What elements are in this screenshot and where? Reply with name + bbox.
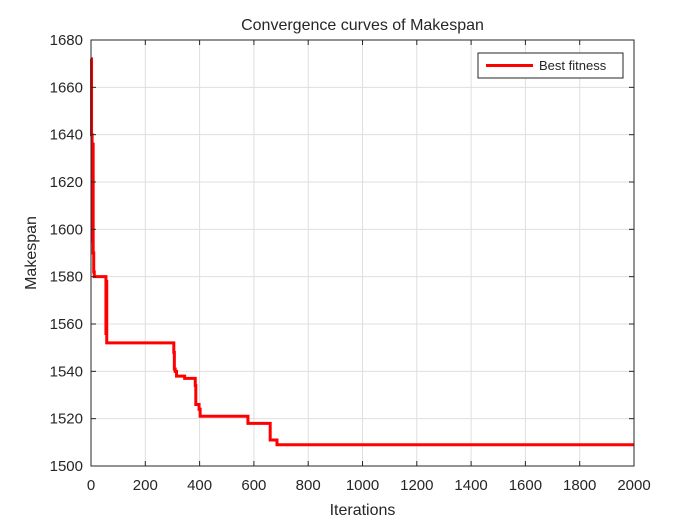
x-tick-label: 1600 xyxy=(509,477,542,494)
x-tick-label: 1400 xyxy=(454,477,487,494)
x-tick-label: 1000 xyxy=(346,477,379,494)
x-tick-label: 600 xyxy=(241,477,266,494)
ticks xyxy=(90,39,635,467)
y-tick-label: 1680 xyxy=(50,32,83,49)
y-tick-label: 1520 xyxy=(50,411,83,428)
x-tick-label: 200 xyxy=(133,477,158,494)
y-axis-label: Makespan xyxy=(23,216,40,290)
y-tick-label: 1540 xyxy=(50,363,83,380)
chart-title: Convergence curves of Makespan xyxy=(241,17,484,34)
y-tick-label: 1600 xyxy=(50,221,83,238)
legend-box xyxy=(477,52,624,79)
y-tick-label: 1640 xyxy=(50,127,83,144)
x-tick-label: 800 xyxy=(296,477,321,494)
x-tick-label: 400 xyxy=(187,477,212,494)
y-tick-label: 1560 xyxy=(50,316,83,333)
x-axis-label: Iterations xyxy=(330,502,396,519)
tick-labels: 0 200 400 600 800 1000 1200 1400 1600 1800 2000 150… xyxy=(50,32,651,494)
series-line-best-fitness xyxy=(90,57,634,447)
series-layer xyxy=(90,57,634,447)
legend: Best fitness xyxy=(477,52,624,79)
x-tick-label: 1800 xyxy=(563,477,596,494)
x-tick-label: 2000 xyxy=(617,477,650,494)
y-tick-label: 1500 xyxy=(50,458,83,475)
y-tick-label: 1620 xyxy=(50,174,83,191)
x-tick-label: 1200 xyxy=(400,477,433,494)
y-tick-label: 1580 xyxy=(50,269,83,286)
legend-label-best-fitness: Best fitness xyxy=(539,58,607,73)
x-tick-label: 0 xyxy=(87,477,95,494)
y-tick-label: 1660 xyxy=(50,79,83,96)
